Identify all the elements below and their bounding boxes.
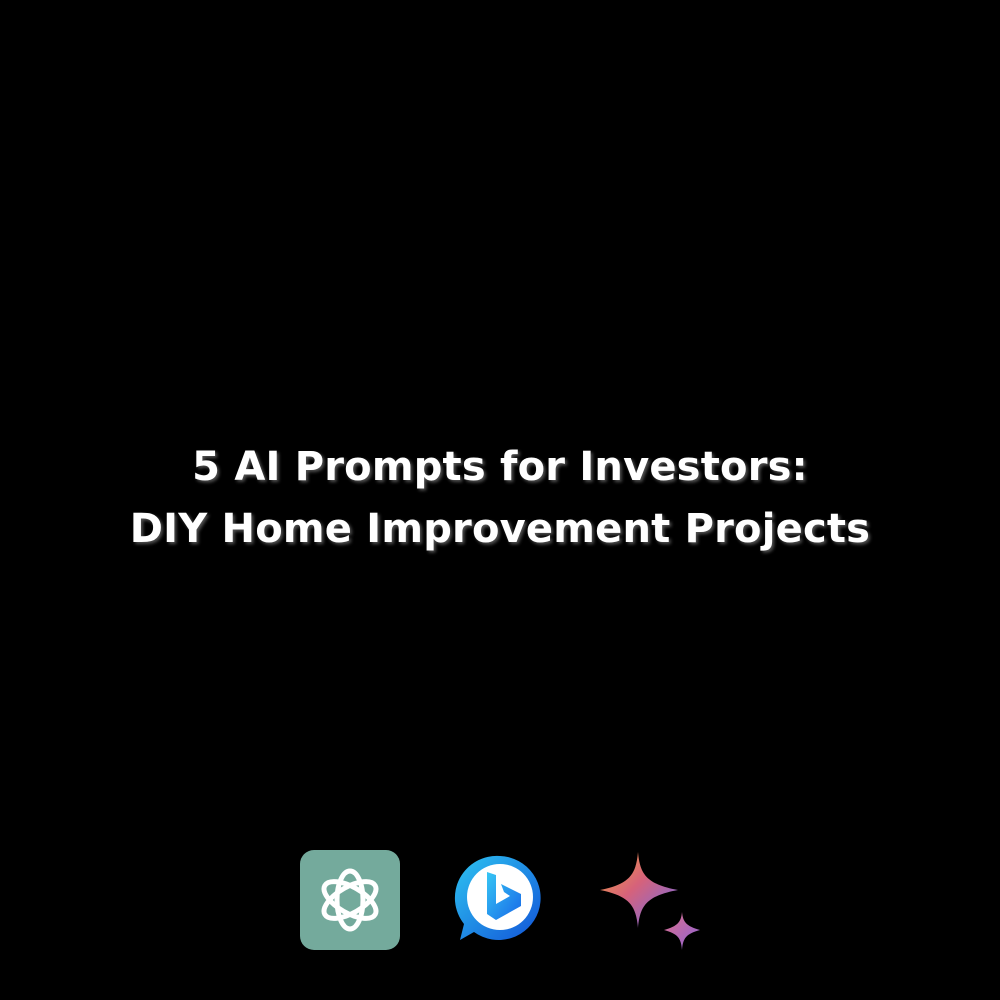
chatgpt-logo-icon	[300, 850, 400, 950]
ai-logos-row	[0, 850, 1000, 950]
headline-line-1: 5 AI Prompts for Investors:	[192, 444, 808, 490]
bing-chat-logo-icon	[450, 850, 550, 950]
gemini-sparkle-logo-icon	[596, 850, 700, 950]
headline-line-2: DIY Home Improvement Projects	[129, 506, 871, 552]
headline: 5 AI Prompts for Investors: DIY Home Imp…	[0, 436, 1000, 560]
